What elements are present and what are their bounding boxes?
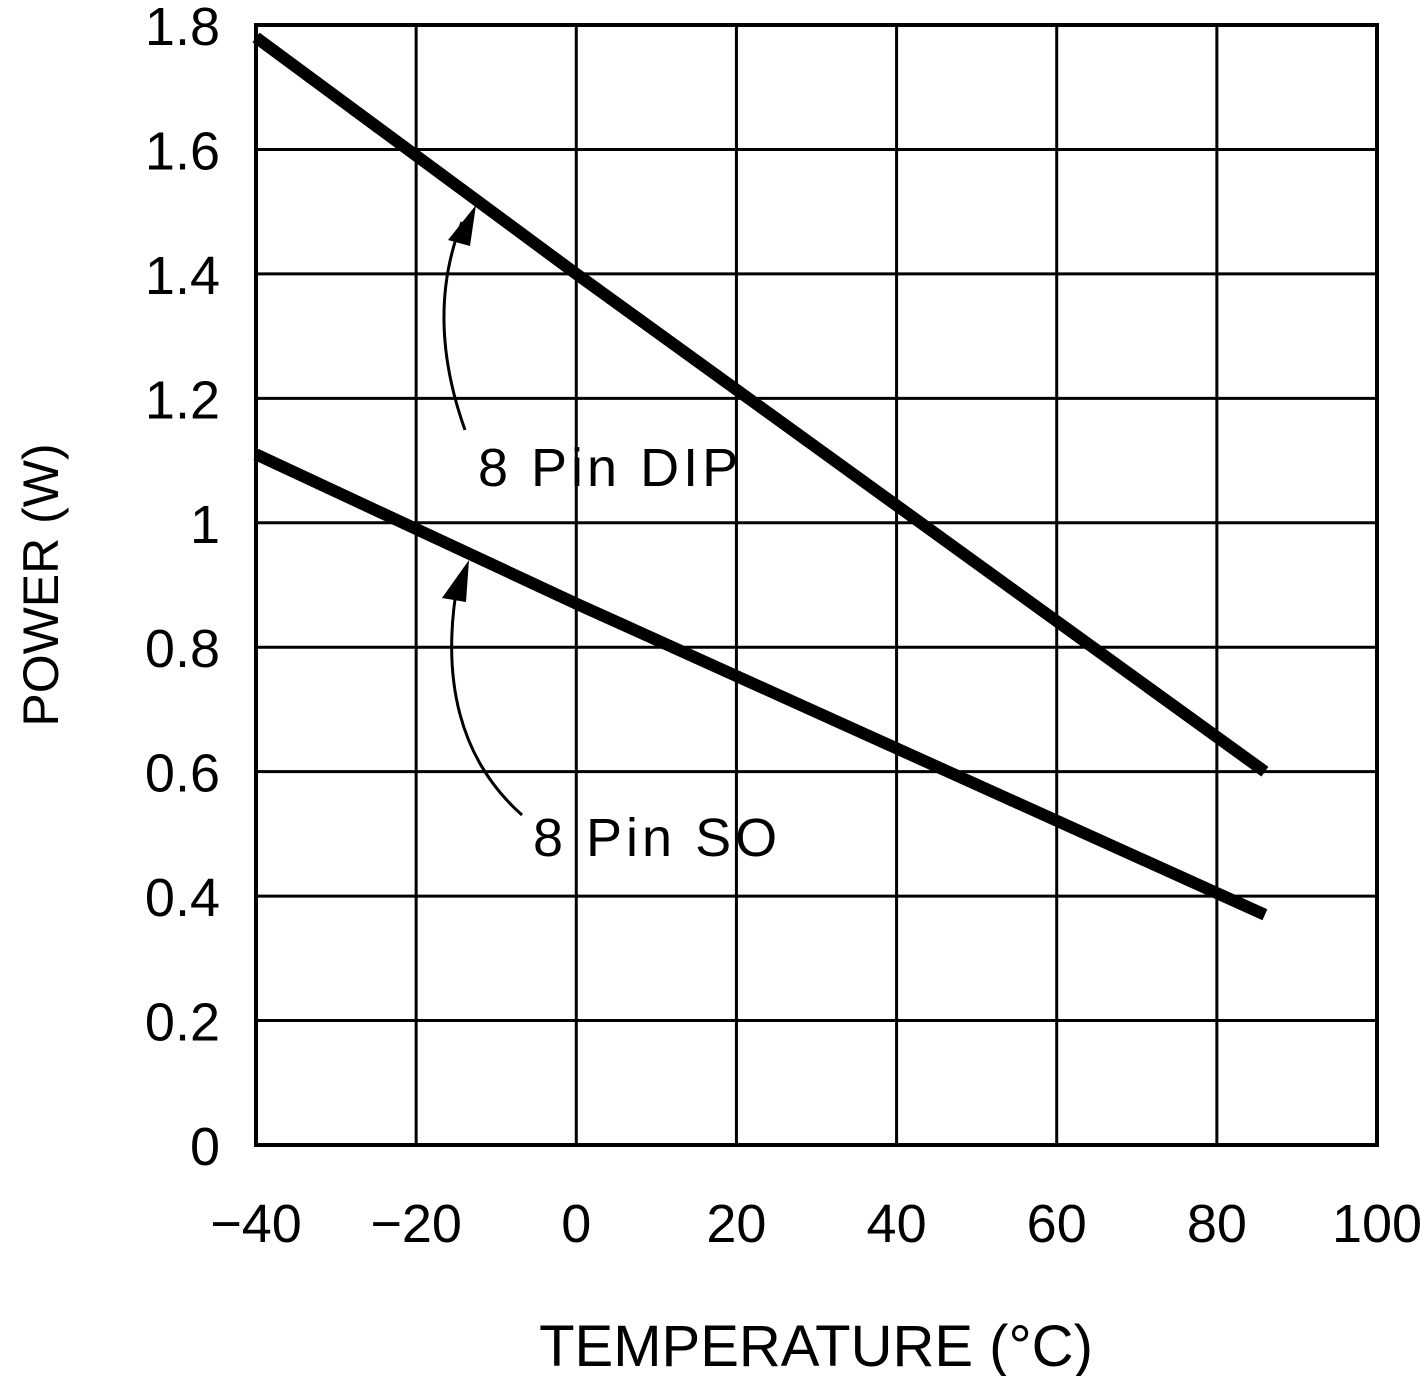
y-tick-label: 1.2 (145, 370, 220, 430)
annotations: 8 Pin DIP 8 Pin SO (442, 205, 781, 868)
dip-arrowhead-icon (448, 205, 476, 246)
so-annotation-arrow (450, 579, 523, 817)
x-tick-label: −40 (210, 1194, 302, 1254)
plot-frame (254, 23, 1379, 1147)
y-tick-label: 1.4 (145, 246, 220, 306)
so-arrowhead-icon (442, 560, 469, 602)
y-tick-label: 1 (190, 495, 220, 555)
y-tick-label: 0.8 (145, 619, 220, 679)
dip-annotation-arrow (442, 221, 467, 431)
y-tick-labels: 0 0.2 0.4 0.6 0.8 1 1.2 1.4 1.6 1.8 (145, 0, 220, 1177)
dip-annotation-label: 8 Pin DIP (478, 438, 742, 498)
series-lines (252, 32, 1269, 921)
x-tick-label: 40 (867, 1194, 927, 1254)
x-axis-label: TEMPERATURE (°C) (539, 1314, 1093, 1376)
y-tick-label: 1.6 (145, 121, 220, 181)
x-tick-label: 60 (1027, 1194, 1087, 1254)
x-tick-label: 20 (706, 1194, 766, 1254)
grid (254, 23, 1379, 1147)
y-axis-label: POWER (W) (13, 443, 69, 726)
x-tick-label: −20 (370, 1194, 462, 1254)
x-tick-labels: −40 −20 0 20 40 60 80 100 (210, 1194, 1421, 1254)
series-line-8-pin-dip (252, 32, 1269, 777)
y-tick-label: 0 (190, 1117, 220, 1177)
y-tick-label: 1.8 (145, 0, 220, 57)
x-tick-label: 80 (1187, 1194, 1247, 1254)
x-tick-label: 100 (1332, 1194, 1421, 1254)
so-annotation-label: 8 Pin SO (533, 808, 781, 868)
x-tick-label: 0 (561, 1194, 591, 1254)
series-line-8-pin-so (253, 448, 1268, 921)
y-tick-label: 0.4 (145, 868, 220, 928)
y-tick-label: 0.6 (145, 744, 220, 804)
y-tick-label: 0.2 (145, 993, 220, 1053)
